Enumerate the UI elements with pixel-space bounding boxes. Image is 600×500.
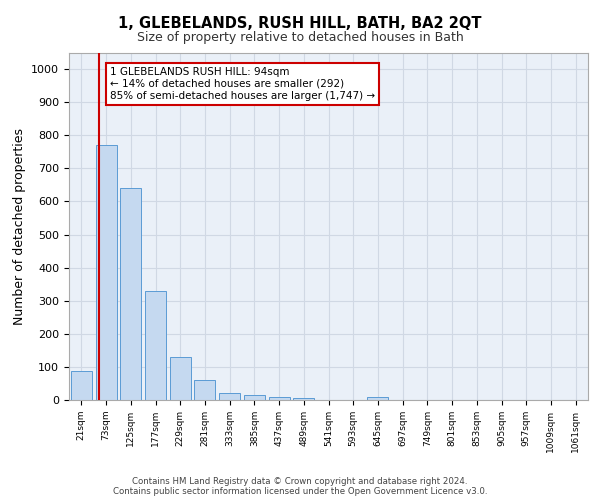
Bar	[120, 188, 141, 400]
Y-axis label: Number of detached properties: Number of detached properties	[13, 128, 26, 325]
Text: Size of property relative to detached houses in Bath: Size of property relative to detached ho…	[137, 31, 463, 44]
Bar	[244, 395, 265, 400]
Bar	[95, 145, 116, 400]
Bar	[269, 396, 290, 400]
Text: 1, GLEBELANDS, RUSH HILL, BATH, BA2 2QT: 1, GLEBELANDS, RUSH HILL, BATH, BA2 2QT	[118, 16, 482, 31]
Bar	[194, 380, 215, 400]
Bar	[145, 291, 166, 400]
Text: Contains HM Land Registry data © Crown copyright and database right 2024.
Contai: Contains HM Land Registry data © Crown c…	[113, 476, 487, 496]
Bar	[170, 357, 191, 400]
Bar	[71, 371, 92, 400]
Text: 1 GLEBELANDS RUSH HILL: 94sqm
← 14% of detached houses are smaller (292)
85% of : 1 GLEBELANDS RUSH HILL: 94sqm ← 14% of d…	[110, 68, 375, 100]
Bar	[367, 398, 388, 400]
Bar	[293, 398, 314, 400]
Bar	[219, 392, 240, 400]
